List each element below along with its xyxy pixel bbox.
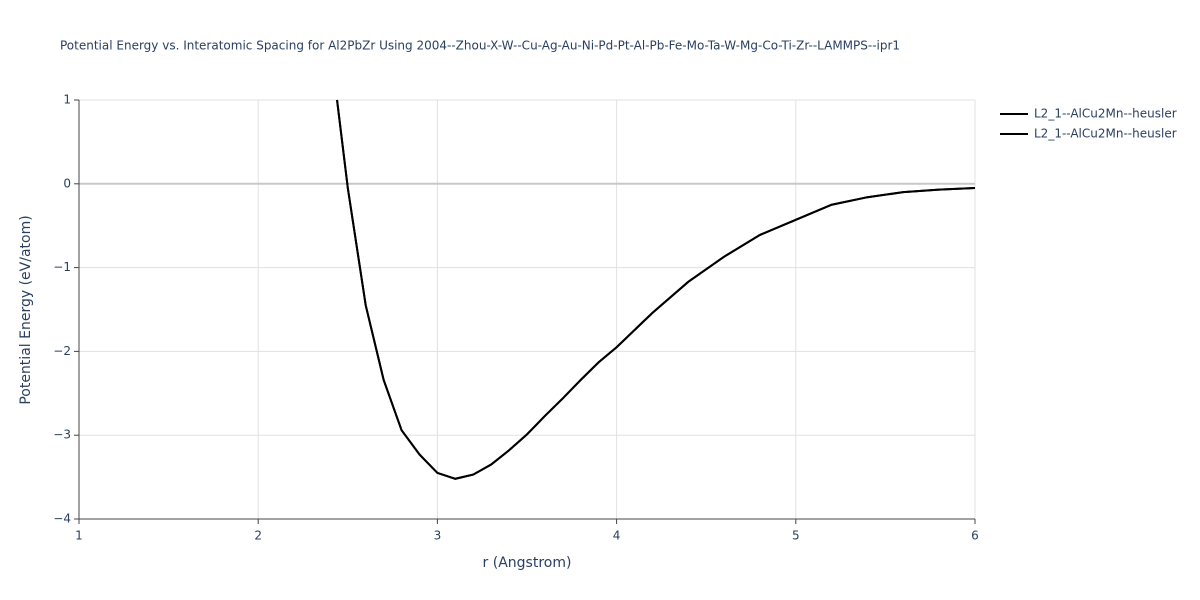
x-tick-label: 2	[254, 529, 262, 543]
y-tick-label: −1	[53, 260, 71, 274]
y-tick-label: 0	[63, 176, 71, 190]
y-tick-label: −3	[53, 428, 71, 442]
y-tick-label: 1	[63, 93, 71, 107]
y-tick-label: −2	[53, 344, 71, 358]
x-axis-title: r (Angstrom)	[483, 555, 572, 571]
legend-label: L2_1--AlCu2Mn--heusler	[1034, 107, 1177, 121]
legend-label: L2_1--AlCu2Mn--heusler	[1034, 127, 1177, 141]
x-tick-label: 4	[613, 529, 621, 543]
chart-title: Potential Energy vs. Interatomic Spacing…	[60, 39, 900, 53]
y-tick-label: −4	[53, 512, 71, 526]
x-tick-label: 5	[792, 529, 800, 543]
x-tick-label: 1	[75, 529, 83, 543]
line	[336, 99, 976, 480]
x-tick-label: 3	[434, 529, 442, 543]
y-axis-title: Potential Energy (eV/atom)	[18, 215, 34, 404]
line	[336, 99, 976, 480]
x-tick-label: 6	[971, 529, 979, 543]
